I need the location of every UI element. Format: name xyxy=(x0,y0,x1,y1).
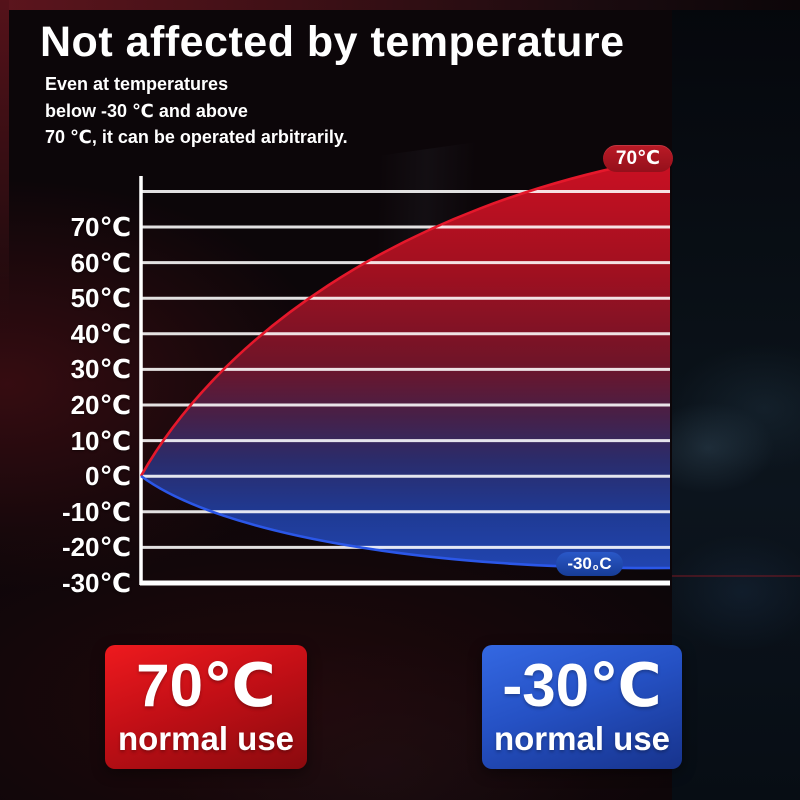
y-axis-tick: 30℃ xyxy=(70,354,131,384)
y-axis-tick: 50℃ xyxy=(70,283,131,313)
y-axis-tick: 0℃ xyxy=(85,461,131,491)
subtitle-line-3: 70 ℃, it can be operated arbitrarily. xyxy=(45,127,348,147)
degree-mark: o xyxy=(592,562,599,572)
hot-normal-use-card: 70℃ normal use xyxy=(105,645,307,769)
page-subtitle: Even at temperatures below -30 ℃ and abo… xyxy=(45,71,348,151)
high-temp-badge: 70℃ xyxy=(603,145,673,172)
background-left-red-strip xyxy=(0,0,9,330)
subtitle-line-2: below -30 ℃ and above xyxy=(45,100,248,121)
low-temp-badge-value: -30 xyxy=(567,554,592,573)
cold-card-label: normal use xyxy=(493,720,671,757)
low-temp-badge-unit: C xyxy=(599,554,612,573)
background-top-red-strip xyxy=(0,0,800,10)
hot-card-temperature: 70℃ xyxy=(136,652,276,719)
page-title: Not affected by temperature xyxy=(40,18,625,66)
y-axis-tick: 10℃ xyxy=(70,426,131,456)
temperature-fan-area xyxy=(141,157,670,569)
y-axis-tick: -30℃ xyxy=(61,568,131,598)
hot-card-label: normal use xyxy=(117,720,295,757)
hot-range-edge xyxy=(139,155,671,477)
y-axis-tick: -20℃ xyxy=(61,532,131,562)
y-axis-tick: -10℃ xyxy=(61,497,131,527)
gridlines xyxy=(140,190,670,549)
y-axis-tick: 60℃ xyxy=(70,248,131,278)
y-axis-tick: 70℃ xyxy=(70,212,131,242)
y-axis-tick: 40℃ xyxy=(70,319,131,349)
low-temp-badge: -30 o C xyxy=(556,552,623,576)
subtitle-line-1: Even at temperatures xyxy=(45,74,229,94)
cold-card-temperature: -30℃ xyxy=(502,652,662,719)
y-axis-labels: 70℃ 60℃ 50℃ 40℃ 30℃ 20℃ 10℃ 0℃ -10℃ -20℃… xyxy=(0,0,131,800)
cold-normal-use-card: -30℃ normal use xyxy=(482,645,682,769)
background-red-light-trail xyxy=(672,575,800,577)
background-car-blur xyxy=(672,0,800,800)
y-axis-tick: 20℃ xyxy=(70,390,131,420)
